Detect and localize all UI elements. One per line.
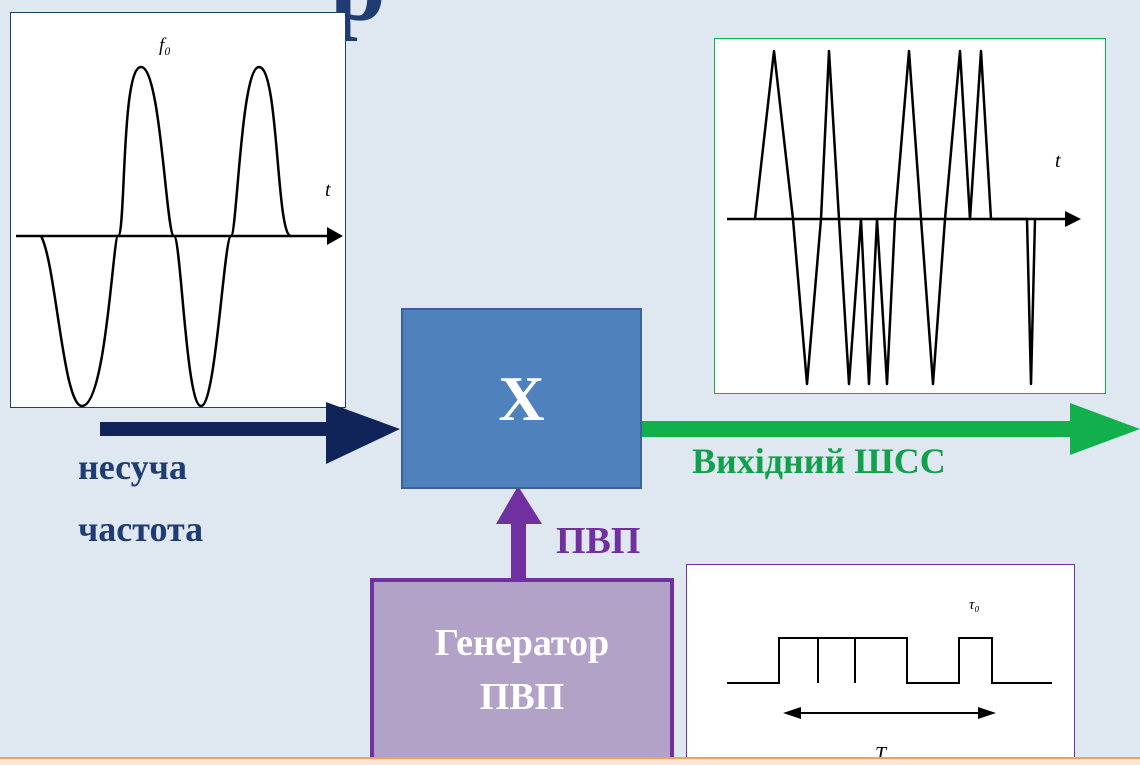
pulse-width-label: τ₀ xyxy=(969,597,980,613)
output-arrow xyxy=(640,403,1140,455)
output-axis-arrowhead xyxy=(1065,211,1081,227)
generator-label-line1: Генератор xyxy=(434,622,610,664)
carrier-caption: несуча частота xyxy=(78,444,318,552)
carrier-caption-line1: несуча xyxy=(78,447,187,487)
slide-bottom-bar xyxy=(0,757,1140,765)
sequence-arrow-label: ПВП xyxy=(556,520,641,562)
pn-generator-block: Генератор ПВП xyxy=(370,578,674,762)
output-time-label: t xyxy=(1055,150,1061,172)
carrier-waveform-plot: f₀ t xyxy=(16,35,343,407)
pulse-sequence-panel: τ₀ T xyxy=(686,564,1075,765)
output-waveform-panel: t xyxy=(714,38,1106,394)
output-caption: Вихідний ШСС xyxy=(692,441,946,481)
output-waveform-plot: t xyxy=(727,49,1081,386)
carrier-frequency-label: f₀ xyxy=(159,35,171,56)
output-spread-waveform xyxy=(753,49,1037,386)
carrier-axis-arrowhead xyxy=(327,227,343,245)
generator-label-line2: ПВП xyxy=(479,676,565,718)
period-arrow-left xyxy=(783,707,801,719)
mixer-block: X xyxy=(401,308,642,489)
pulse-sequence-waveform xyxy=(727,637,1052,684)
pulse-sequence-plot: τ₀ T xyxy=(727,597,1052,764)
carrier-sine-wave xyxy=(39,65,293,407)
carrier-waveform-panel: f₀ t xyxy=(10,12,346,408)
sequence-input-arrow xyxy=(496,486,542,580)
carrier-time-label: t xyxy=(325,179,331,201)
carrier-input-arrow xyxy=(100,402,400,464)
carrier-caption-line2: частота xyxy=(78,509,204,549)
period-arrow-right xyxy=(978,707,996,719)
pulse-chip-dividers xyxy=(817,638,856,683)
mixer-symbol: X xyxy=(498,362,545,434)
